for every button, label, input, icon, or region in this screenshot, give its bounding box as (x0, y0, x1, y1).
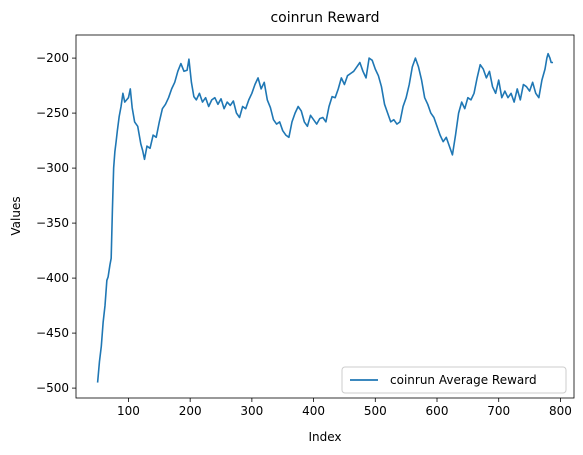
plot-frame (75, 34, 575, 399)
legend-label: coinrun Average Reward (390, 373, 537, 387)
y-axis: −500 −450 −400 −350 −300 −250 −200 (36, 51, 76, 395)
x-tick-label: 300 (240, 404, 263, 418)
y-tick-label: −200 (36, 51, 69, 65)
x-tick-label: 600 (426, 404, 449, 418)
y-axis-label: Values (9, 196, 23, 235)
x-tick-label: 200 (179, 404, 202, 418)
x-tick-label: 500 (364, 404, 387, 418)
plot-area (96, 52, 554, 383)
y-tick-label: −350 (36, 216, 69, 230)
y-tick-label: −400 (36, 271, 69, 285)
legend: coinrun Average Reward (341, 366, 567, 394)
x-tick-label: 800 (549, 404, 572, 418)
chart-title: coinrun Reward (270, 10, 379, 26)
x-axis: 100 200 300 400 500 600 700 800 (117, 398, 572, 418)
legend-box (341, 366, 567, 394)
x-tick-label: 100 (117, 404, 140, 418)
y-tick-label: −500 (36, 381, 69, 395)
y-tick-label: −300 (36, 161, 69, 175)
x-tick-label: 700 (487, 404, 510, 418)
series-line-0 (96, 52, 554, 383)
y-tick-label: −450 (36, 326, 69, 340)
x-axis-label: Index (308, 430, 341, 444)
x-tick-label: 400 (302, 404, 325, 418)
y-tick-label: −250 (36, 106, 69, 120)
